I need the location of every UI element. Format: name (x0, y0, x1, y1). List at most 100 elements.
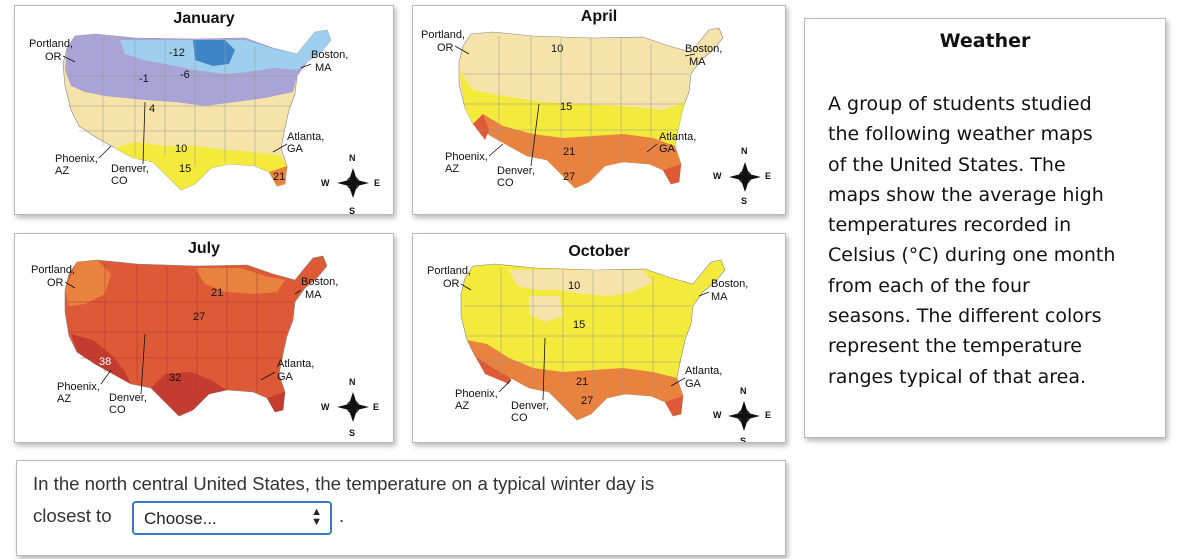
map-title-april: April (580, 8, 618, 25)
region-dark-se (267, 392, 285, 412)
state-lines (465, 268, 691, 398)
svg-text:-1: -1 (139, 73, 149, 85)
map-title-july: July (187, 240, 220, 257)
svg-text:Portland,: Portland, (29, 38, 73, 50)
svg-text:Atlanta,: Atlanta, (659, 131, 696, 143)
city-labels: Portland, OR Boston, MA Phoenix, AZ Denv… (421, 29, 722, 189)
answer-select[interactable]: Choose... ▲ ▼ (132, 501, 332, 535)
region-coldest (193, 40, 235, 66)
compass-rose-icon: N S E W (321, 377, 379, 438)
select-arrows-icon: ▲ ▼ (311, 506, 322, 528)
svg-text:N: N (741, 146, 748, 156)
compass-rose-icon: N S E W (713, 386, 771, 443)
svg-text:E: E (765, 171, 771, 181)
svg-text:Phoenix,: Phoenix, (445, 151, 488, 163)
info-line: maps show the average high (828, 183, 1104, 206)
info-line: Celsius (°C) during one month (828, 244, 1116, 267)
region-mild (509, 270, 653, 296)
info-line: A group of students studied (828, 93, 1092, 115)
region-orange-west (65, 260, 111, 306)
svg-text:Denver,: Denver, (111, 163, 149, 175)
svg-text:CO: CO (109, 404, 126, 416)
svg-text:OR: OR (47, 277, 64, 289)
svg-text:21: 21 (563, 146, 575, 158)
svg-text:10: 10 (551, 43, 563, 55)
svg-text:E: E (765, 410, 771, 420)
temperature-values: -12 -6 -1 4 10 15 21 (139, 47, 285, 183)
temperature-values: 10 15 21 27 (568, 280, 593, 407)
january-map: Portland, OR Boston, MA Phoenix, AZ Denv… (29, 29, 380, 215)
temperature-values: 10 15 21 27 (551, 43, 575, 183)
svg-text:27: 27 (563, 171, 575, 183)
info-body: A group of students studied the followin… (828, 89, 1148, 392)
region-south-warm (115, 142, 287, 190)
svg-text:-12: -12 (169, 47, 185, 59)
answer-select-value: Choose... (144, 509, 217, 528)
compass-rose-icon: N S E W (321, 153, 380, 215)
question-card: In the north central United States, the … (16, 460, 786, 556)
svg-text:Phoenix,: Phoenix, (455, 388, 498, 400)
map-card-october: October Portland, OR Boston, MA Phoenix,… (412, 233, 786, 443)
svg-text:MA: MA (315, 62, 332, 74)
svg-text:GA: GA (287, 143, 304, 155)
svg-text:AZ: AZ (455, 400, 469, 412)
map-card-january: January Portland, OR Boston, MA Phoenix,… (14, 5, 394, 215)
region-hot-west (473, 114, 489, 140)
svg-text:21: 21 (211, 287, 223, 299)
svg-text:N: N (349, 377, 356, 387)
city-labels: Portland, OR Boston, MA Phoenix, AZ Denv… (427, 265, 748, 424)
svg-text:Portland,: Portland, (427, 265, 471, 277)
svg-text:27: 27 (581, 395, 593, 407)
svg-text:Boston,: Boston, (685, 43, 722, 55)
svg-text:W: W (713, 410, 722, 420)
map-card-july: July Portland, OR Boston, MA Phoenix, AZ… (14, 233, 394, 443)
svg-text:N: N (349, 153, 356, 163)
weather-info-panel: Weather A group of students studied the … (804, 18, 1166, 438)
city-labels: Portland, OR Boston, MA Phoenix, AZ Denv… (31, 264, 338, 416)
info-line: seasons. The different colors (828, 305, 1102, 328)
july-map: Portland, OR Boston, MA Phoenix, AZ Denv… (31, 255, 379, 438)
info-line: represent the temperature (828, 335, 1082, 358)
svg-text:OR: OR (45, 51, 62, 63)
svg-text:AZ: AZ (55, 165, 69, 177)
svg-text:AZ: AZ (57, 393, 71, 405)
map-card-april: April Portland, OR Boston, MA Phoenix, A… (412, 5, 786, 215)
svg-text:Portland,: Portland, (421, 29, 465, 41)
city-labels: Portland, OR Boston, MA Phoenix, AZ Denv… (29, 38, 348, 187)
svg-text:E: E (374, 178, 380, 188)
svg-text:OR: OR (443, 278, 460, 290)
svg-text:Portland,: Portland, (31, 264, 75, 276)
svg-text:Denver,: Denver, (497, 165, 535, 177)
svg-text:15: 15 (573, 319, 585, 331)
svg-text:Phoenix,: Phoenix, (57, 381, 100, 393)
temperature-values: 21 27 38 32 (99, 287, 223, 384)
info-line: from each of the four (828, 274, 1030, 297)
svg-text:CO: CO (511, 412, 528, 424)
region-hot-sw (475, 356, 511, 384)
svg-text:15: 15 (179, 163, 191, 175)
svg-text:S: S (349, 206, 355, 215)
svg-text:S: S (740, 436, 746, 443)
state-lines (463, 36, 689, 166)
region-hot (665, 396, 683, 416)
svg-text:32: 32 (169, 372, 181, 384)
svg-text:-6: -6 (180, 69, 190, 81)
svg-text:Boston,: Boston, (711, 278, 748, 290)
svg-text:E: E (373, 402, 379, 412)
svg-text:21: 21 (576, 376, 588, 388)
svg-text:MA: MA (305, 289, 322, 301)
svg-text:GA: GA (277, 371, 294, 383)
svg-text:W: W (321, 402, 330, 412)
svg-text:W: W (321, 178, 330, 188)
svg-text:GA: GA (685, 378, 702, 390)
info-line: the following weather maps (828, 123, 1093, 146)
compass-rose-icon: N S E W (713, 146, 771, 206)
svg-text:Atlanta,: Atlanta, (277, 358, 314, 370)
svg-text:15: 15 (560, 101, 572, 113)
state-lines (67, 38, 297, 166)
svg-text:OR: OR (437, 42, 454, 54)
question-period: . (339, 505, 345, 526)
svg-text:27: 27 (193, 311, 205, 323)
svg-text:21: 21 (273, 171, 285, 183)
region-orange-north (195, 268, 285, 294)
